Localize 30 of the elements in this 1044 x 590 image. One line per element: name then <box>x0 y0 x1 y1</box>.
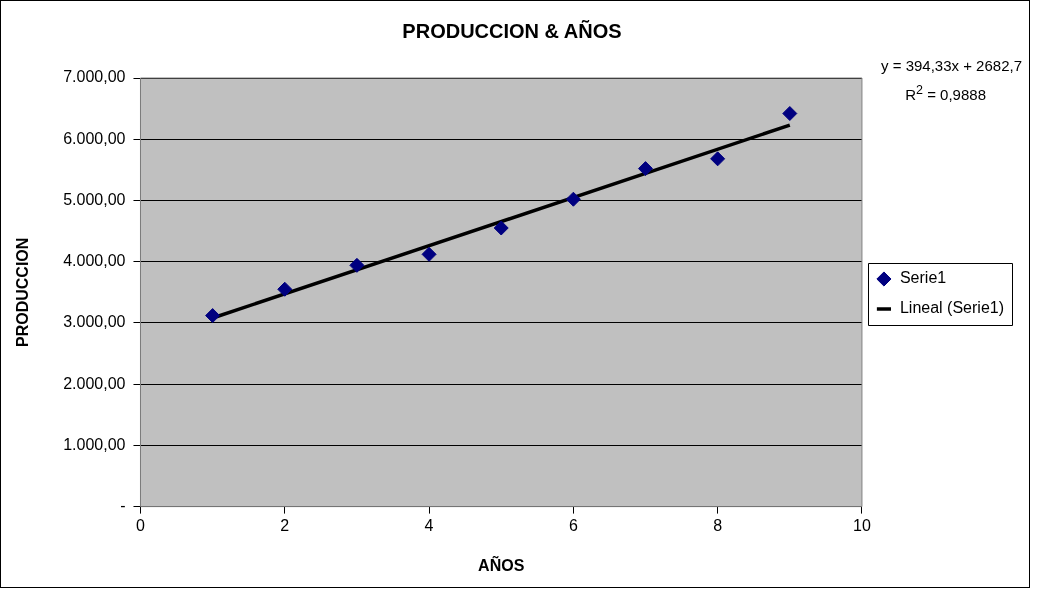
y-tick-label: 6.000,00 <box>63 129 126 147</box>
point <box>710 151 726 167</box>
point <box>277 281 293 297</box>
x-axis-title: AÑOS <box>478 554 525 574</box>
y-axis-title: PRODUCCION <box>14 237 32 347</box>
text: R$^{2}$ = 0,9888 <box>905 83 986 103</box>
legend-label: Lineal (Serie1) <box>899 299 1005 317</box>
y-tick-label: 3.000,00 <box>63 313 126 331</box>
x-tick-label: 2 <box>280 516 290 534</box>
y-tick-label: - <box>120 497 126 515</box>
point <box>421 246 437 262</box>
x-tick-label: 10 <box>853 516 871 534</box>
point <box>565 191 581 207</box>
point <box>638 161 654 177</box>
point <box>782 106 798 122</box>
x-tick-label: 4 <box>424 516 434 534</box>
y-tick-label: 1.000,00 <box>63 435 126 453</box>
legend-label: Serie1 <box>899 269 947 287</box>
y-tick-label: 5.000,00 <box>63 190 126 208</box>
y-tick-label: 7.000,00 <box>63 68 126 86</box>
y-tick-label: 2.000,00 <box>63 374 126 392</box>
x-tick-label: 8 <box>713 516 723 534</box>
x-tick-label: 0 <box>136 516 146 534</box>
point <box>205 308 221 324</box>
y-tick-label: 4.000,00 <box>63 252 126 270</box>
chart-title: PRODUCCION & AÑOS <box>402 19 622 42</box>
point <box>349 257 365 273</box>
text: y = 394,33x + 2682,7 <box>881 57 1022 74</box>
x-tick-label: 6 <box>568 516 578 534</box>
point <box>493 220 509 236</box>
